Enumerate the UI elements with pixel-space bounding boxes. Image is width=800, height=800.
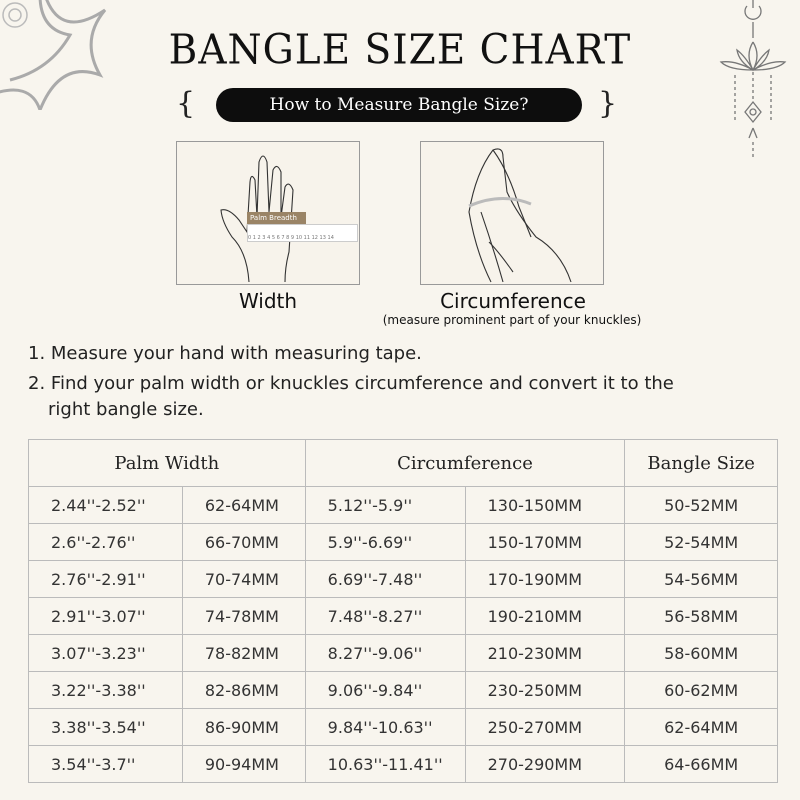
circumference-inches-cell: 6.69''-7.48'' [304,560,466,598]
palm-breadth-label: Palm Breadth [247,212,306,224]
palm-width-inches-cell: 2.44''-2.52'' [28,486,183,524]
header-circumference: Circumference [304,439,626,487]
bangle-size-cell: 56-58MM [624,597,778,635]
mandala-decoration-icon [0,0,107,110]
scroll-ornament-right-icon: } [598,86,618,121]
palm-width-mm-cell: 78-82MM [181,634,306,672]
palm-width-inches-cell: 3.22''-3.38'' [28,671,183,709]
palm-width-mm-cell: 90-94MM [181,745,306,783]
header-palm-width: Palm Width [28,439,306,487]
circumference-mm-cell: 270-290MM [464,745,626,783]
palm-width-inches-cell: 3.54''-3.7'' [28,745,183,783]
table-row: 3.38''-3.54'' 86-90MM 9.84''-10.63'' 250-27… [28,708,778,746]
palm-width-mm-cell: 62-64MM [181,486,306,524]
bangle-size-cell: 64-66MM [624,745,778,783]
circumference-illustration [420,141,604,285]
bangle-size-table: Palm Width Circumference Bangle Size 2.4… [28,439,778,783]
table-row: 2.91''-3.07'' 74-78MM 7.48''-8.27'' 190-210… [28,597,778,635]
palm-width-inches-cell: 3.38''-3.54'' [28,708,183,746]
circumference-mm-cell: 170-190MM [464,560,626,598]
circumference-mm-cell: 190-210MM [464,597,626,635]
palm-width-mm-cell: 86-90MM [181,708,306,746]
bangle-size-cell: 50-52MM [624,486,778,524]
circumference-inches-cell: 9.84''-10.63'' [304,708,466,746]
bangle-size-cell: 62-64MM [624,708,778,746]
palm-width-inches-cell: 2.76''-2.91'' [28,560,183,598]
table-row: 3.54''-3.7'' 90-94MM 10.63''-11.41'' 270-29… [28,745,778,783]
circumference-mm-cell: 210-230MM [464,634,626,672]
circumference-mm-cell: 230-250MM [464,671,626,709]
instruction-1: 1. Measure your hand with measuring tape… [28,343,422,364]
circumference-caption: Circumference [440,289,586,313]
circumference-note: (measure prominent part of your knuckles… [382,313,642,327]
circumference-inches-cell: 8.27''-9.06'' [304,634,466,672]
circumference-inches-cell: 5.9''-6.69'' [304,523,466,561]
palm-width-mm-cell: 82-86MM [181,671,306,709]
bangle-size-cell: 52-54MM [624,523,778,561]
bangle-size-cell: 54-56MM [624,560,778,598]
circumference-inches-cell: 5.12''-5.9'' [304,486,466,524]
palm-width-inches-cell: 2.6''-2.76'' [28,523,183,561]
palm-width-inches-cell: 2.91''-3.07'' [28,597,183,635]
ruler: 0 1 2 3 4 5 6 7 8 9 10 11 12 13 14 [247,224,358,242]
table-row: 3.22''-3.38'' 82-86MM 9.06''-9.84'' 230-250… [28,671,778,709]
circumference-mm-cell: 130-150MM [464,486,626,524]
circumference-mm-cell: 150-170MM [464,523,626,561]
width-illustration: Palm Breadth 0 1 2 3 4 5 6 7 8 9 10 11 1… [176,141,360,285]
hand-knuckles-icon [468,148,572,283]
circumference-inches-cell: 9.06''-9.84'' [304,671,466,709]
scroll-ornament-left-icon: { [176,86,196,121]
palm-width-mm-cell: 74-78MM [181,597,306,635]
instruction-2-continued: right bangle size. [48,399,204,420]
circumference-inches-cell: 7.48''-8.27'' [304,597,466,635]
subtitle-banner: How to Measure Bangle Size? [216,88,582,122]
width-caption: Width [238,289,298,313]
palm-width-mm-cell: 66-70MM [181,523,306,561]
table-row: 3.07''-3.23'' 78-82MM 8.27''-9.06'' 210-230… [28,634,778,672]
palm-width-inches-cell: 3.07''-3.23'' [28,634,183,672]
page-title: BANGLE SIZE CHART [168,26,632,75]
header-bangle-size: Bangle Size [624,439,778,487]
table-row: 2.44''-2.52'' 62-64MM 5.12''-5.9'' 130-150M… [28,486,778,524]
circumference-inches-cell: 10.63''-11.41'' [304,745,466,783]
palm-width-mm-cell: 70-74MM [181,560,306,598]
hand-palm-icon [220,155,294,283]
table-header-row: Palm Width Circumference Bangle Size [28,439,778,487]
instruction-2: 2. Find your palm width or knuckles circ… [28,373,674,394]
table-row: 2.6''-2.76'' 66-70MM 5.9''-6.69'' 150-170MM… [28,523,778,561]
bangle-size-cell: 58-60MM [624,634,778,672]
lotus-hanging-decoration-icon [719,0,787,158]
table-row: 2.76''-2.91'' 70-74MM 6.69''-7.48'' 170-190… [28,560,778,598]
circumference-mm-cell: 250-270MM [464,708,626,746]
bangle-size-cell: 60-62MM [624,671,778,709]
